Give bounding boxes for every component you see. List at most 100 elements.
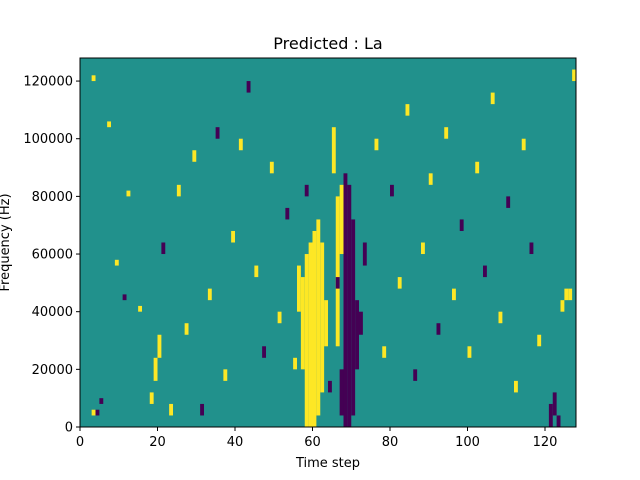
heatmap-cell xyxy=(238,138,243,151)
heatmap-cell xyxy=(362,242,367,266)
heatmap-cell xyxy=(335,277,340,289)
heatmap-cell xyxy=(521,138,526,151)
heatmap-cell xyxy=(475,161,480,174)
y-tick-label: 40000 xyxy=(32,305,73,320)
heatmap-cell xyxy=(572,69,577,82)
heatmap-cells xyxy=(91,69,577,427)
heatmap-cell xyxy=(192,150,197,162)
heatmap-cell xyxy=(269,161,274,174)
heatmap-cell xyxy=(413,369,418,381)
heatmap-cell xyxy=(498,311,503,324)
chart-title: Predicted : La xyxy=(273,34,382,53)
heatmap-cell xyxy=(138,305,143,312)
heatmap-cell xyxy=(169,403,174,416)
heatmap-cell xyxy=(537,334,542,347)
y-axis-ticks: 0 20000 40000 60000 80000 100000 120000 xyxy=(23,75,80,436)
heatmap-cell xyxy=(304,184,309,197)
heatmap-cell xyxy=(339,369,344,416)
y-tick-label: 120000 xyxy=(23,75,73,90)
heatmap-cell xyxy=(560,300,565,312)
x-axis-label: Time step xyxy=(295,456,360,471)
x-tick-label: 20 xyxy=(149,435,166,450)
y-tick-label: 0 xyxy=(65,421,73,436)
heatmap-cell xyxy=(297,265,301,312)
heatmap-cell xyxy=(564,288,569,301)
heatmap-cell xyxy=(343,173,348,427)
heatmap-cell xyxy=(483,265,487,278)
y-tick-label: 60000 xyxy=(32,248,73,263)
heatmap-cell xyxy=(262,346,267,358)
heatmap-cell xyxy=(390,184,394,197)
heatmap-cell xyxy=(285,207,290,220)
heatmap-cell xyxy=(254,265,259,278)
heatmap-cell xyxy=(320,242,325,393)
heatmap-cell xyxy=(347,184,352,427)
y-axis-label: Frequency (Hz) xyxy=(0,193,13,291)
heatmap-cell xyxy=(200,403,205,416)
y-tick-label: 80000 xyxy=(32,190,73,205)
heatmap-cell xyxy=(300,277,305,370)
heatmap-cell xyxy=(355,300,360,370)
heatmap-cell xyxy=(223,369,228,381)
heatmap-cell xyxy=(405,104,410,116)
heatmap-cell xyxy=(467,346,472,358)
heatmap-cell xyxy=(95,409,100,416)
heatmap-cell xyxy=(91,409,96,416)
heatmap-cell xyxy=(452,288,456,301)
heatmap-cell xyxy=(114,259,119,266)
heatmap-cell xyxy=(382,346,387,358)
x-tick-label: 0 xyxy=(76,435,84,450)
heatmap-cell xyxy=(304,254,309,427)
y-tick-label: 20000 xyxy=(32,363,73,378)
heatmap-cell xyxy=(207,288,212,301)
heatmap-cell xyxy=(506,196,511,208)
heatmap-cell xyxy=(157,334,162,358)
heatmap-cell xyxy=(568,288,573,301)
y-tick-label: 100000 xyxy=(23,132,73,147)
heatmap-cell xyxy=(335,196,340,347)
heatmap-cell xyxy=(459,219,464,231)
heatmap-cell xyxy=(514,380,518,393)
heatmap-cell xyxy=(351,219,356,416)
heatmap-cell xyxy=(428,173,433,185)
heatmap-cell xyxy=(149,392,154,404)
x-tick-label: 120 xyxy=(533,435,558,450)
heatmap-cell xyxy=(490,92,495,105)
heatmap-cell xyxy=(161,242,166,255)
heatmap-cell xyxy=(277,311,282,324)
heatmap-cell xyxy=(122,294,127,301)
heatmap-cell xyxy=(339,184,344,255)
heatmap-cell xyxy=(548,403,553,427)
heatmap-cell xyxy=(529,242,534,255)
x-tick-label: 60 xyxy=(304,435,321,450)
plot-frame xyxy=(79,57,577,428)
heatmap-cell xyxy=(246,81,251,93)
heatmap-cell xyxy=(421,242,425,255)
heatmap-cell xyxy=(552,392,557,416)
x-tick-label: 80 xyxy=(382,435,399,450)
heatmap-cell xyxy=(312,230,317,427)
heatmap-cell xyxy=(324,300,329,347)
heatmap-cell xyxy=(308,242,313,427)
heatmap-cell xyxy=(176,184,181,197)
heatmap-cell xyxy=(293,357,298,370)
heatmap-cell xyxy=(444,127,449,139)
heatmap-cell xyxy=(556,415,561,427)
heatmap-cell xyxy=(316,219,321,416)
x-tick-label: 100 xyxy=(455,435,480,450)
x-tick-label: 40 xyxy=(227,435,244,450)
x-axis-ticks: 0 20 40 60 80 100 120 xyxy=(76,427,558,450)
heatmap-cell xyxy=(397,277,402,289)
heatmap-cell xyxy=(215,127,220,139)
heatmap-cell xyxy=(374,138,379,151)
heatmap-cell xyxy=(331,127,336,174)
heatmap-cell xyxy=(126,190,131,197)
heatmap-cell xyxy=(184,323,189,335)
heatmap-cell xyxy=(153,357,158,381)
heatmap-cell xyxy=(359,311,363,335)
heatmap-cell xyxy=(91,75,96,82)
heatmap-cell xyxy=(328,380,332,393)
heatmap-cell xyxy=(99,398,104,404)
heatmap-cell xyxy=(231,230,236,243)
